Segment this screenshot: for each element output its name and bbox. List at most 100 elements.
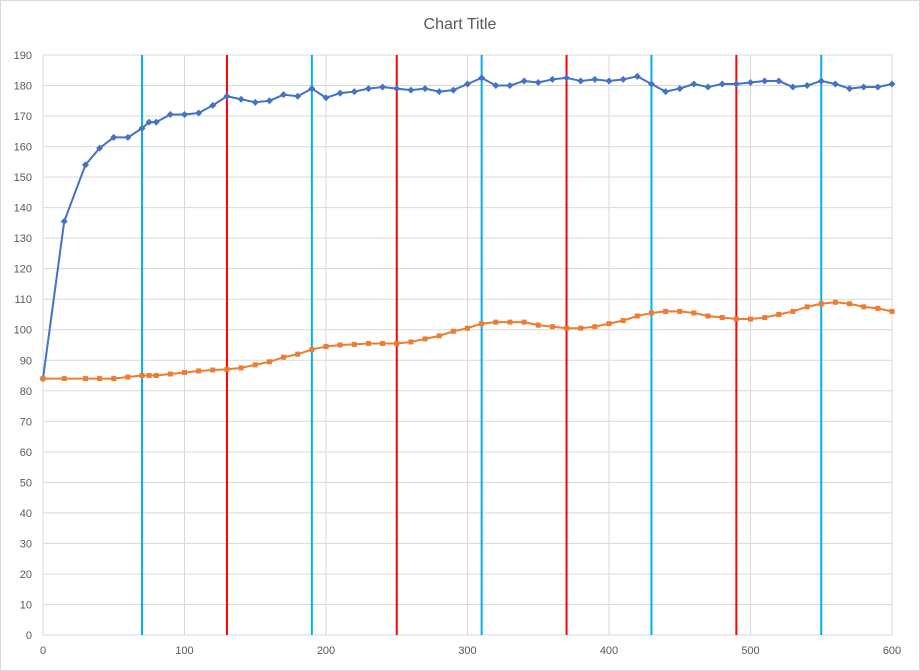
data-point <box>394 340 400 346</box>
data-point <box>309 347 315 353</box>
data-point <box>564 325 570 331</box>
data-point <box>748 316 753 322</box>
y-tick-label: 30 <box>20 538 32 550</box>
data-point <box>747 78 754 86</box>
data-point <box>421 85 429 93</box>
x-tick-label: 100 <box>175 645 193 657</box>
data-point <box>365 340 371 346</box>
data-point <box>577 77 585 85</box>
data-point <box>861 304 867 310</box>
data-point <box>521 319 527 325</box>
data-point <box>295 351 301 357</box>
data-point <box>110 133 118 141</box>
data-point <box>888 80 896 88</box>
data-point <box>563 74 571 82</box>
y-tick-label: 120 <box>14 264 32 276</box>
x-tick-label: 300 <box>458 645 476 657</box>
data-point <box>380 340 386 346</box>
data-point <box>605 77 613 85</box>
data-point <box>252 362 258 368</box>
data-point <box>803 82 811 90</box>
data-point <box>507 319 513 325</box>
data-point <box>152 118 160 126</box>
data-point <box>224 366 230 372</box>
data-point <box>223 92 231 100</box>
data-point <box>548 75 556 83</box>
y-tick-label: 160 <box>14 142 32 154</box>
data-point <box>705 313 711 319</box>
data-point <box>82 376 88 382</box>
data-point <box>265 97 273 105</box>
y-tick-label: 140 <box>14 203 32 215</box>
vertical-lines <box>141 55 823 635</box>
data-point <box>847 301 853 307</box>
data-point <box>846 85 854 93</box>
data-point <box>889 308 895 314</box>
data-point <box>663 308 669 314</box>
y-tick-label: 0 <box>26 630 32 642</box>
data-point <box>408 339 414 345</box>
data-point <box>350 88 358 96</box>
data-point <box>337 342 343 348</box>
data-point <box>677 308 683 314</box>
data-point <box>662 88 670 96</box>
data-point <box>831 80 839 88</box>
y-tick-label: 50 <box>20 477 32 489</box>
data-point <box>449 86 457 94</box>
x-tick-label: 400 <box>600 645 618 657</box>
data-point <box>465 325 470 331</box>
y-tick-label: 190 <box>14 50 32 62</box>
series <box>39 72 896 383</box>
x-tick-label: 0 <box>40 645 46 657</box>
data-point <box>818 301 824 307</box>
y-tick-label: 90 <box>20 355 32 367</box>
data-point <box>479 321 485 327</box>
data-point <box>111 376 117 382</box>
data-point <box>450 328 456 334</box>
y-tick-label: 80 <box>20 386 32 398</box>
data-point <box>804 304 810 310</box>
y-tick-label: 60 <box>20 447 32 459</box>
data-point <box>648 310 654 316</box>
data-point <box>874 83 882 91</box>
data-point <box>351 341 357 347</box>
y-tick-label: 70 <box>20 416 32 428</box>
data-point <box>209 101 217 109</box>
y-tick-label: 10 <box>20 599 32 611</box>
data-point <box>182 369 187 375</box>
data-point <box>691 310 697 316</box>
data-point <box>237 95 245 103</box>
data-point <box>690 80 698 88</box>
y-tick-label: 110 <box>14 294 32 306</box>
data-point <box>435 88 443 96</box>
x-tick-label: 600 <box>883 645 901 657</box>
data-point <box>634 313 640 319</box>
data-point <box>592 324 598 330</box>
chart-title: Chart Title <box>423 16 497 33</box>
data-point <box>195 109 203 117</box>
data-point <box>733 316 739 322</box>
data-point <box>620 318 626 324</box>
data-point <box>492 82 500 90</box>
data-point <box>534 78 542 86</box>
data-point <box>789 83 797 91</box>
data-point <box>153 373 159 379</box>
data-point <box>761 77 769 85</box>
data-point <box>281 354 287 360</box>
data-point <box>364 85 372 93</box>
data-point <box>97 376 103 382</box>
x-tick-label: 200 <box>317 645 335 657</box>
data-point <box>323 344 329 350</box>
data-point <box>633 72 641 80</box>
data-point <box>125 374 131 380</box>
data-point <box>875 305 881 311</box>
data-point <box>60 217 68 225</box>
data-point <box>775 77 783 85</box>
data-point <box>776 311 782 317</box>
y-tick-label: 40 <box>20 508 32 520</box>
y-tick-label: 20 <box>20 569 32 581</box>
data-point <box>520 77 528 85</box>
data-point <box>322 94 330 102</box>
data-point <box>718 80 726 88</box>
